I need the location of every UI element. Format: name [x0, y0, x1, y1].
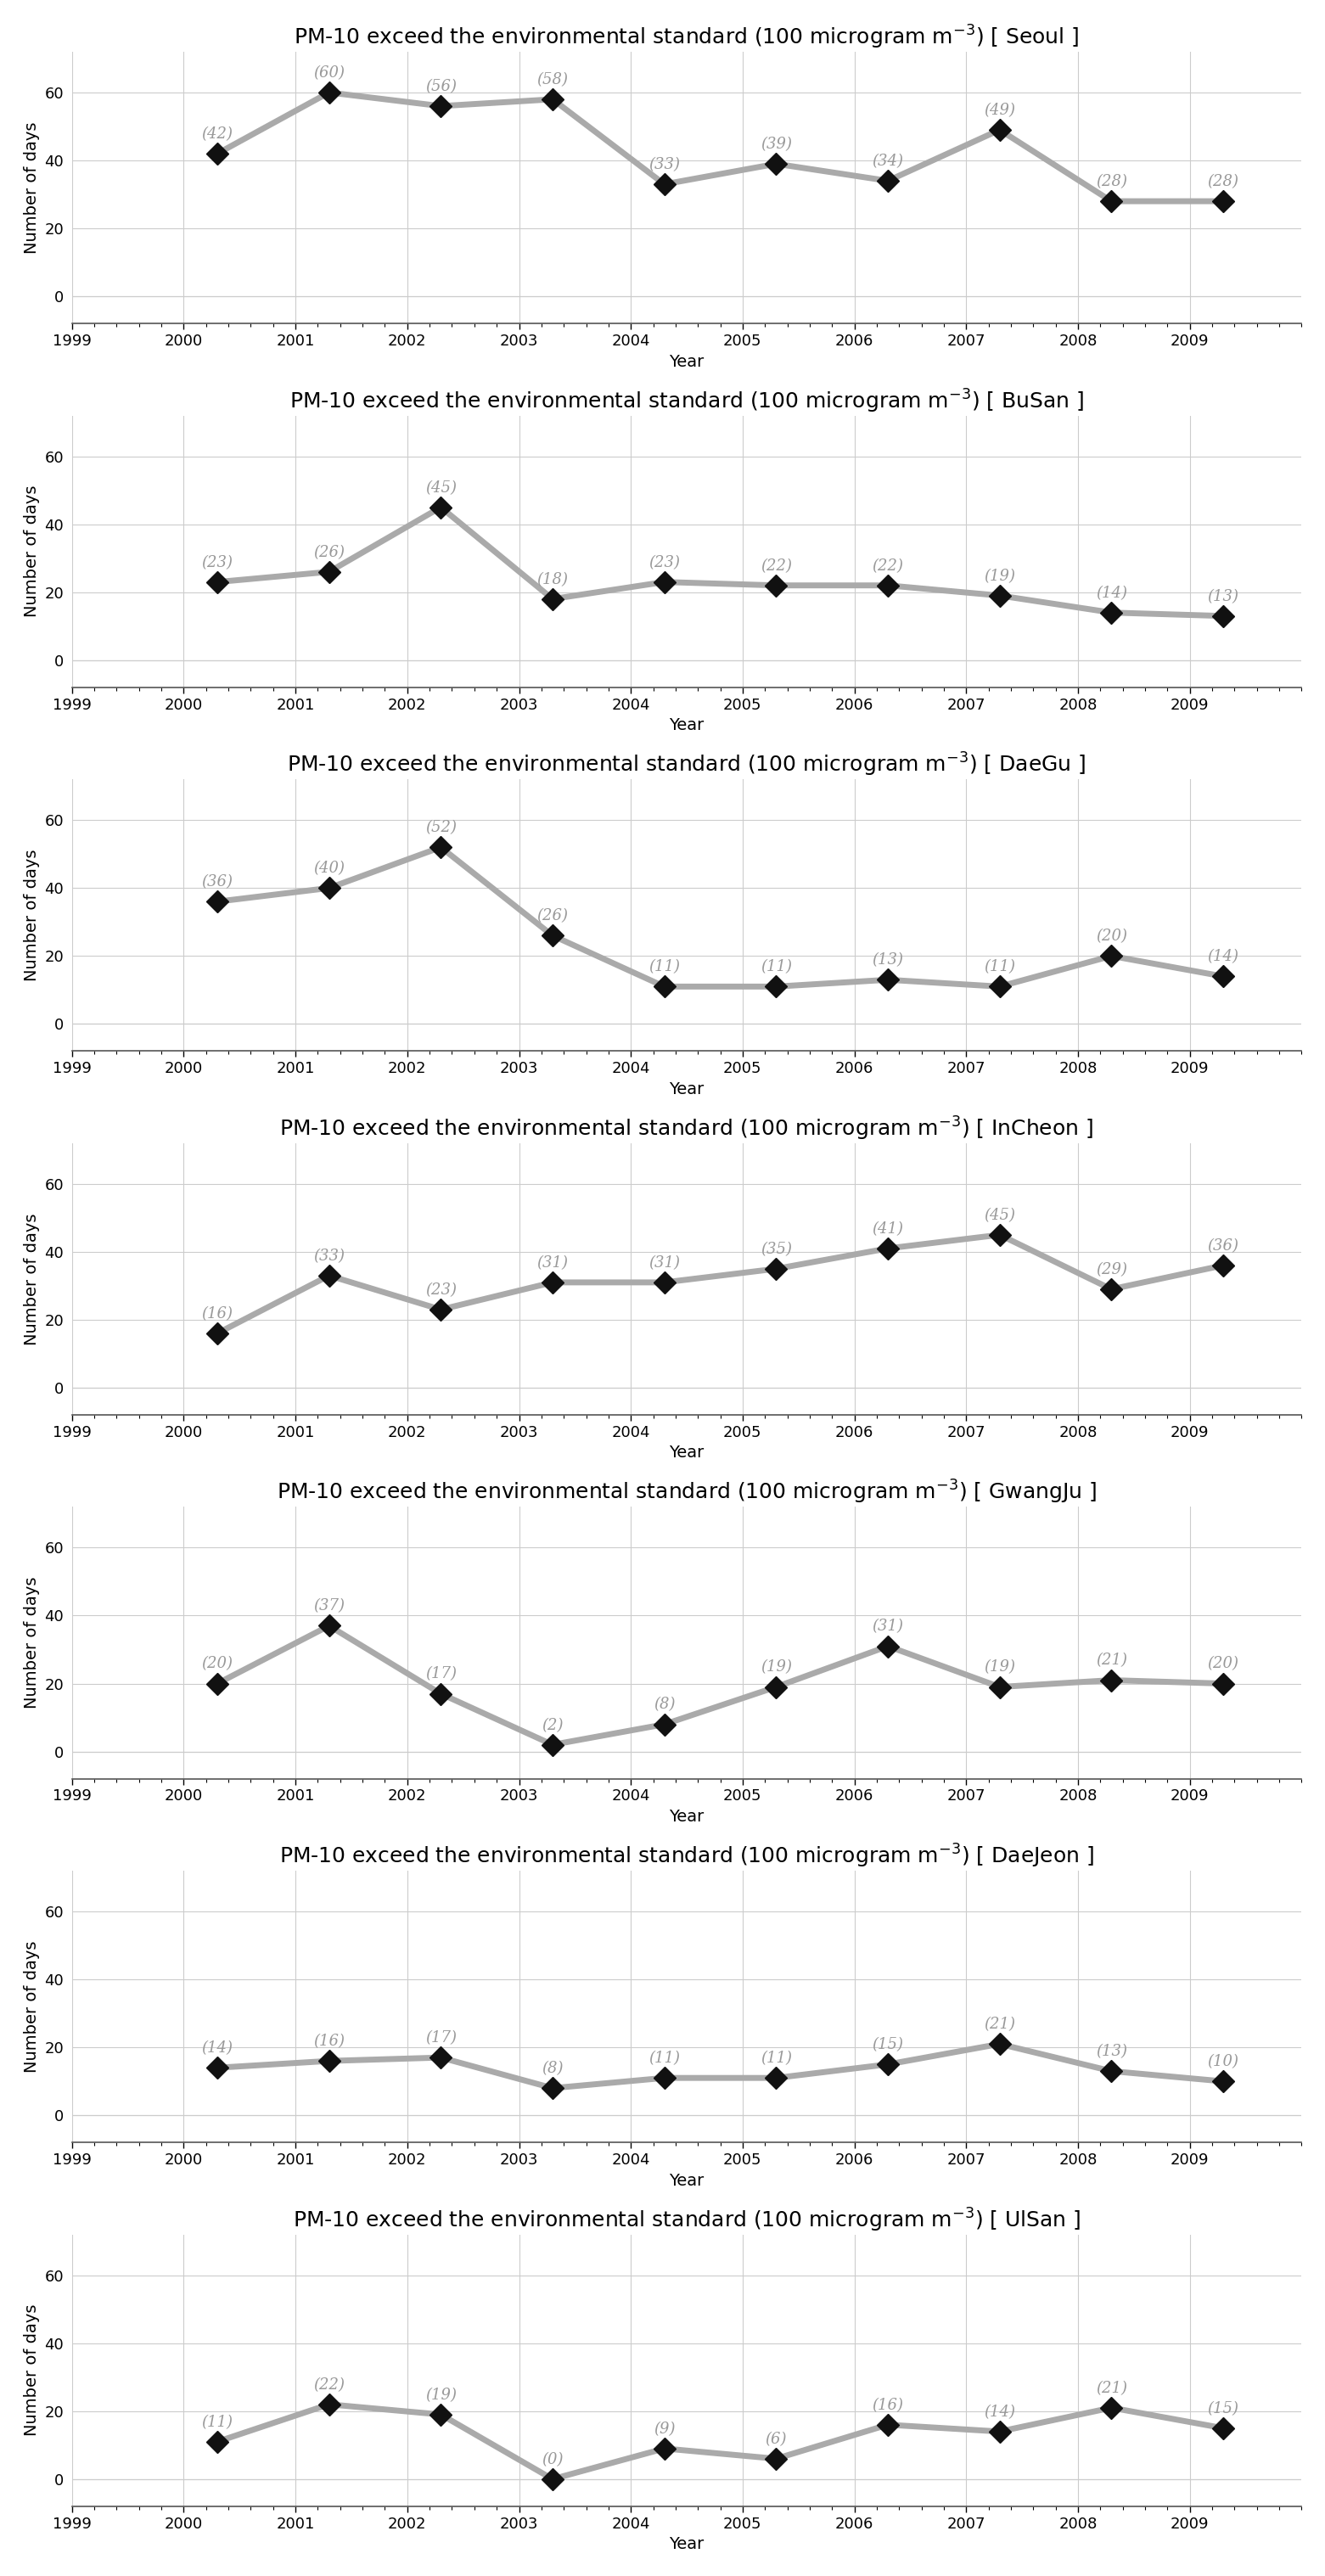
Y-axis label: Number of days: Number of days [24, 1940, 40, 2074]
Title: PM-10 exceed the environmental standard (100 microgram m$^{-3}$) [ DaeJeon ]: PM-10 exceed the environmental standard … [280, 1842, 1094, 1870]
Title: PM-10 exceed the environmental standard (100 microgram m$^{-3}$) [ GwangJu ]: PM-10 exceed the environmental standard … [277, 1479, 1097, 1507]
Text: (13): (13) [1096, 2043, 1128, 2058]
Text: (31): (31) [537, 1255, 568, 1270]
Text: (21): (21) [1096, 2380, 1128, 2396]
Text: (56): (56) [425, 80, 457, 95]
Text: (22): (22) [872, 559, 904, 574]
Text: (15): (15) [1207, 2401, 1239, 2416]
Text: (23): (23) [425, 1283, 457, 1298]
Text: (31): (31) [649, 1255, 680, 1270]
Text: (26): (26) [537, 909, 568, 925]
Text: (45): (45) [425, 479, 457, 495]
Text: (17): (17) [425, 1667, 457, 1682]
Text: (49): (49) [984, 103, 1015, 118]
Text: (15): (15) [872, 2038, 904, 2053]
Y-axis label: Number of days: Number of days [24, 484, 40, 618]
Text: (35): (35) [761, 1242, 792, 1257]
Text: (23): (23) [201, 554, 233, 569]
Text: (22): (22) [313, 2378, 344, 2393]
Text: (19): (19) [984, 569, 1015, 585]
X-axis label: Year: Year [669, 716, 704, 734]
Y-axis label: Number of days: Number of days [24, 2306, 40, 2437]
Title: PM-10 exceed the environmental standard (100 microgram m$^{-3}$) [ UlSan ]: PM-10 exceed the environmental standard … [293, 2205, 1081, 2233]
Text: (58): (58) [537, 72, 568, 88]
Text: (8): (8) [653, 1698, 676, 1713]
Text: (6): (6) [766, 2432, 787, 2447]
X-axis label: Year: Year [669, 353, 704, 371]
Y-axis label: Number of days: Number of days [24, 850, 40, 981]
Text: (42): (42) [201, 126, 233, 142]
Text: (26): (26) [313, 544, 344, 559]
Y-axis label: Number of days: Number of days [24, 1213, 40, 1345]
Text: (33): (33) [649, 157, 680, 173]
Text: (16): (16) [201, 1306, 233, 1321]
Text: (8): (8) [542, 2061, 563, 2076]
Text: (11): (11) [201, 2414, 233, 2429]
X-axis label: Year: Year [669, 1082, 704, 1097]
Text: (14): (14) [1096, 585, 1128, 600]
X-axis label: Year: Year [669, 1445, 704, 1461]
Text: (29): (29) [1096, 1262, 1128, 1278]
X-axis label: Year: Year [669, 2172, 704, 2190]
Text: (20): (20) [201, 1656, 233, 1672]
Text: (11): (11) [984, 958, 1015, 974]
Text: (21): (21) [984, 2017, 1015, 2032]
X-axis label: Year: Year [669, 2537, 704, 2553]
Y-axis label: Number of days: Number of days [24, 121, 40, 252]
Text: (23): (23) [649, 554, 680, 569]
Text: (11): (11) [761, 2050, 792, 2066]
Text: (11): (11) [649, 958, 680, 974]
Text: (9): (9) [653, 2421, 676, 2437]
Text: (36): (36) [1207, 1239, 1239, 1255]
Text: (11): (11) [649, 2050, 680, 2066]
Text: (20): (20) [1207, 1656, 1239, 1672]
Text: (39): (39) [761, 137, 792, 152]
Text: (10): (10) [1207, 2053, 1239, 2069]
Text: (18): (18) [537, 572, 568, 587]
Text: (33): (33) [313, 1249, 344, 1265]
Text: (14): (14) [1207, 948, 1239, 963]
Text: (19): (19) [984, 1659, 1015, 1674]
Text: (13): (13) [872, 953, 904, 969]
Text: (20): (20) [1096, 930, 1128, 943]
Text: (36): (36) [201, 873, 233, 889]
Text: (22): (22) [761, 559, 792, 574]
Text: (17): (17) [425, 2030, 457, 2045]
Text: (16): (16) [313, 2035, 344, 2048]
Text: (19): (19) [761, 1659, 792, 1674]
Text: (60): (60) [313, 64, 344, 80]
Text: (11): (11) [761, 958, 792, 974]
Text: (0): (0) [542, 2452, 563, 2468]
Y-axis label: Number of days: Number of days [24, 1577, 40, 1708]
Title: PM-10 exceed the environmental standard (100 microgram m$^{-3}$) [ InCheon ]: PM-10 exceed the environmental standard … [280, 1115, 1093, 1141]
Text: (21): (21) [1096, 1654, 1128, 1669]
Text: (37): (37) [313, 1600, 344, 1615]
Text: (2): (2) [542, 1718, 563, 1734]
Text: (34): (34) [872, 155, 904, 170]
Text: (31): (31) [872, 1618, 904, 1633]
Text: (52): (52) [425, 819, 457, 835]
Title: PM-10 exceed the environmental standard (100 microgram m$^{-3}$) [ DaeGu ]: PM-10 exceed the environmental standard … [288, 752, 1086, 778]
Text: (45): (45) [984, 1208, 1015, 1224]
Title: PM-10 exceed the environmental standard (100 microgram m$^{-3}$) [ BuSan ]: PM-10 exceed the environmental standard … [289, 386, 1084, 415]
Text: (28): (28) [1096, 175, 1128, 188]
Text: (40): (40) [313, 860, 344, 876]
Text: (16): (16) [872, 2398, 904, 2414]
Title: PM-10 exceed the environmental standard (100 microgram m$^{-3}$) [ Seoul ]: PM-10 exceed the environmental standard … [294, 23, 1080, 52]
Text: (41): (41) [872, 1221, 904, 1236]
Text: (14): (14) [984, 2403, 1015, 2419]
X-axis label: Year: Year [669, 1808, 704, 1824]
Text: (14): (14) [201, 2040, 233, 2056]
Text: (13): (13) [1207, 590, 1239, 605]
Text: (19): (19) [425, 2388, 457, 2403]
Text: (28): (28) [1207, 175, 1239, 188]
